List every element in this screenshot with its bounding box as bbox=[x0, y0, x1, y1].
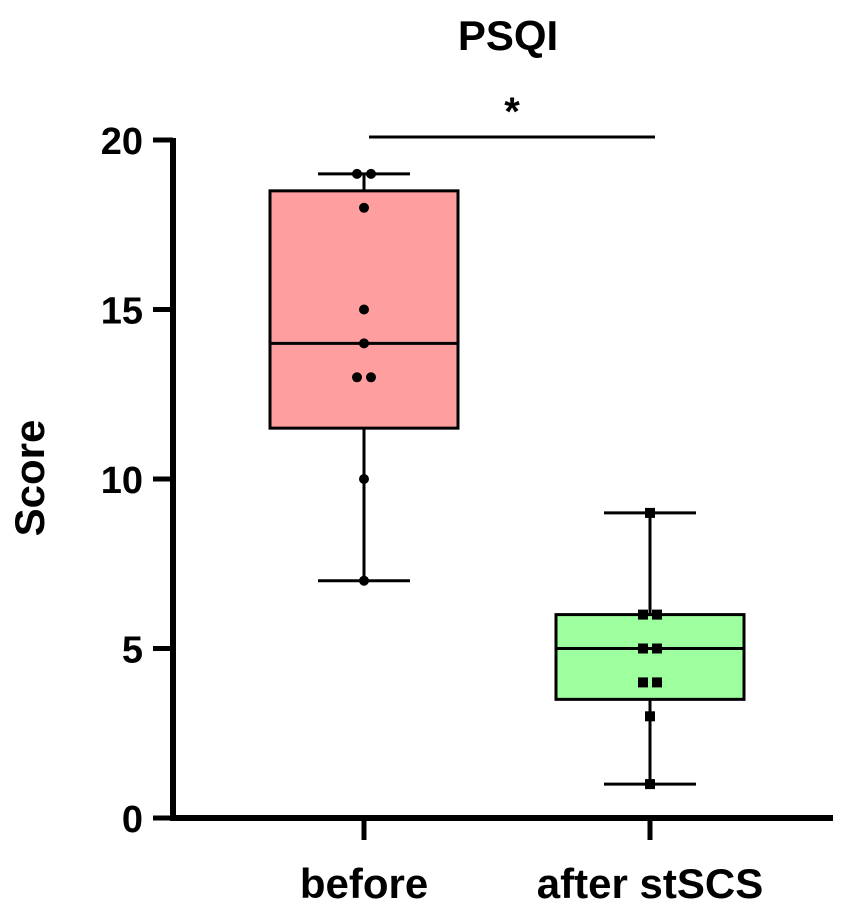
data-point bbox=[352, 372, 362, 383]
data-point bbox=[638, 643, 648, 654]
data-point bbox=[359, 575, 369, 586]
data-point bbox=[652, 609, 662, 620]
data-point bbox=[359, 338, 369, 349]
data-point bbox=[359, 202, 369, 213]
box bbox=[554, 613, 746, 701]
y-tick-label: 20 bbox=[101, 121, 143, 163]
data-point bbox=[366, 168, 376, 179]
data-point bbox=[638, 677, 648, 688]
y-tick-label: 0 bbox=[122, 799, 143, 841]
data-point bbox=[359, 474, 369, 484]
x-tick-label: after stSCS bbox=[537, 860, 763, 907]
x-tick-label: before bbox=[300, 860, 428, 907]
data-point bbox=[645, 779, 655, 790]
significance-label: * bbox=[504, 90, 520, 134]
data-point bbox=[652, 643, 662, 654]
data-point bbox=[645, 711, 655, 722]
y-tick-label: 15 bbox=[101, 291, 143, 333]
y-tick-label: 10 bbox=[101, 460, 143, 502]
data-point bbox=[352, 168, 362, 179]
data-point bbox=[359, 304, 369, 315]
data-point bbox=[638, 609, 648, 620]
chart-title: PSQI bbox=[458, 12, 558, 59]
y-axis-label: Score bbox=[6, 420, 53, 537]
data-point bbox=[645, 507, 655, 518]
plot-area: 0 5 10 15 20 before after stSCS * bbox=[101, 90, 833, 907]
data-point bbox=[366, 372, 376, 383]
y-tick-label: 5 bbox=[122, 630, 143, 672]
data-point bbox=[652, 677, 662, 688]
